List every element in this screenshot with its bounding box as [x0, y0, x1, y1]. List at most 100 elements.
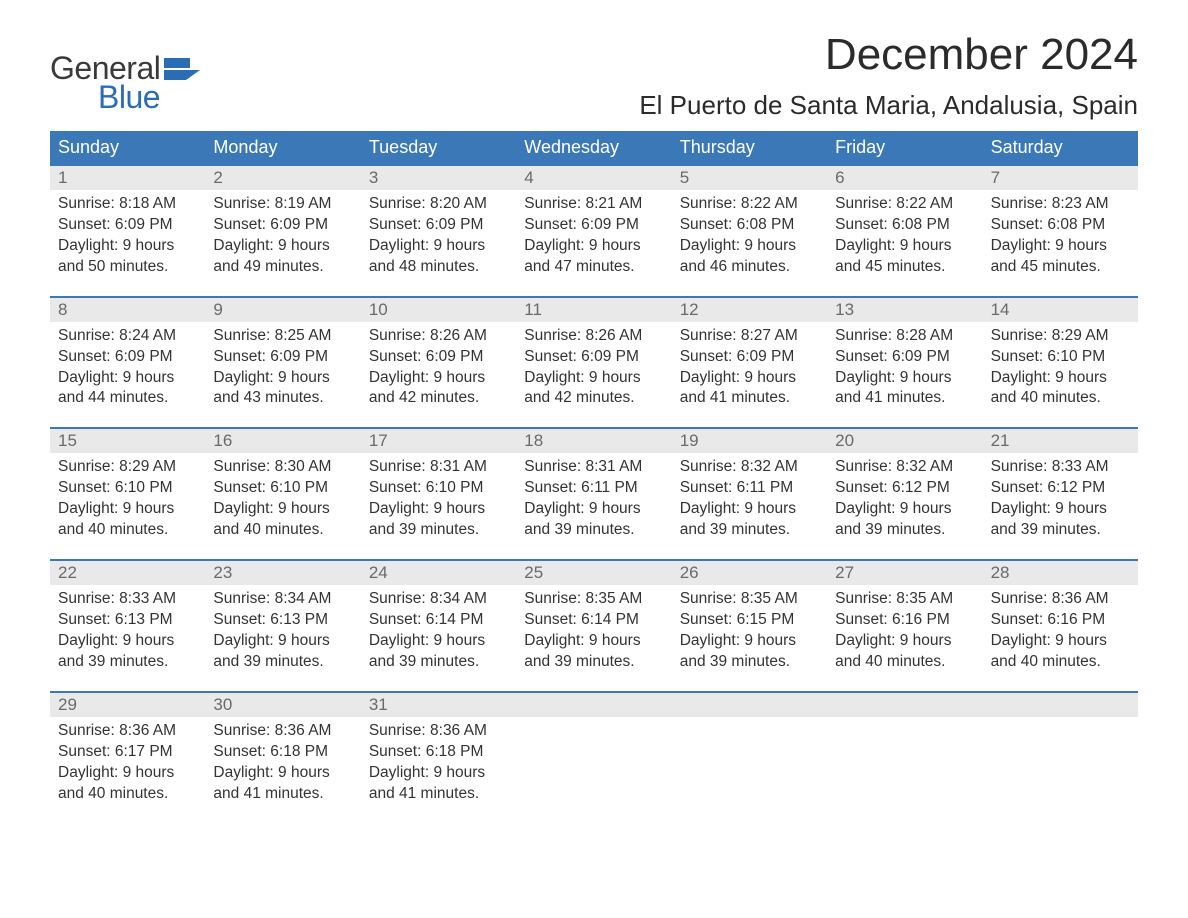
day-cell: 27Sunrise: 8:35 AMSunset: 6:16 PMDayligh…	[827, 561, 982, 673]
day-number-row: 24	[361, 561, 516, 585]
week-row: 8Sunrise: 8:24 AMSunset: 6:09 PMDaylight…	[50, 296, 1138, 410]
sunset-line: Sunset: 6:08 PM	[835, 215, 974, 236]
day-number: 16	[213, 431, 232, 450]
day-number-row: 10	[361, 298, 516, 322]
day-cell: .	[516, 693, 671, 805]
daylight-line2: and 41 minutes.	[369, 784, 508, 805]
day-cell: 20Sunrise: 8:32 AMSunset: 6:12 PMDayligh…	[827, 429, 982, 541]
day-cell: 15Sunrise: 8:29 AMSunset: 6:10 PMDayligh…	[50, 429, 205, 541]
day-content: Sunrise: 8:33 AMSunset: 6:13 PMDaylight:…	[50, 585, 205, 673]
week-row: 22Sunrise: 8:33 AMSunset: 6:13 PMDayligh…	[50, 559, 1138, 673]
day-content: Sunrise: 8:19 AMSunset: 6:09 PMDaylight:…	[205, 190, 360, 278]
calendar: Sunday Monday Tuesday Wednesday Thursday…	[50, 131, 1138, 804]
daylight-line2: and 42 minutes.	[524, 388, 663, 409]
day-number: 10	[369, 300, 388, 319]
day-number: 17	[369, 431, 388, 450]
day-cell: 17Sunrise: 8:31 AMSunset: 6:10 PMDayligh…	[361, 429, 516, 541]
sunset-line: Sunset: 6:09 PM	[213, 215, 352, 236]
day-number-row: 30	[205, 693, 360, 717]
sunrise-line: Sunrise: 8:31 AM	[369, 457, 508, 478]
day-cell: 2 Sunrise: 8:19 AMSunset: 6:09 PMDaylight…	[205, 166, 360, 278]
day-cell: 1Sunrise: 8:18 AMSunset: 6:09 PMDaylight…	[50, 166, 205, 278]
day-number: 29	[58, 695, 77, 714]
daylight-line2: and 39 minutes.	[58, 652, 197, 673]
day-number: 2	[213, 168, 222, 187]
daylight-line2: and 41 minutes.	[835, 388, 974, 409]
sunrise-line: Sunrise: 8:30 AM	[213, 457, 352, 478]
sunrise-line: Sunrise: 8:36 AM	[991, 589, 1130, 610]
day-content: Sunrise: 8:21 AMSunset: 6:09 PMDaylight:…	[516, 190, 671, 278]
weekday-tuesday: Tuesday	[361, 131, 516, 164]
day-number-row: 15	[50, 429, 205, 453]
sunrise-line: Sunrise: 8:28 AM	[835, 326, 974, 347]
sunrise-line: Sunrise: 8:24 AM	[58, 326, 197, 347]
daylight-line2: and 40 minutes.	[991, 388, 1130, 409]
day-cell: .	[672, 693, 827, 805]
day-number-row: 14	[983, 298, 1138, 322]
day-content: Sunrise: 8:18 AMSunset: 6:09 PMDaylight:…	[50, 190, 205, 278]
day-content: Sunrise: 8:27 AMSunset: 6:09 PMDaylight:…	[672, 322, 827, 410]
daylight-line1: Daylight: 9 hours	[213, 368, 352, 389]
sunrise-line: Sunrise: 8:32 AM	[835, 457, 974, 478]
day-number-row: 22	[50, 561, 205, 585]
day-cell: 5Sunrise: 8:22 AMSunset: 6:08 PMDaylight…	[672, 166, 827, 278]
day-number-row: 4	[516, 166, 671, 190]
day-cell: 28Sunrise: 8:36 AMSunset: 6:16 PMDayligh…	[983, 561, 1138, 673]
day-number-row: 21	[983, 429, 1138, 453]
sunrise-line: Sunrise: 8:35 AM	[680, 589, 819, 610]
daylight-line2: and 40 minutes.	[835, 652, 974, 673]
day-cell: 14Sunrise: 8:29 AMSunset: 6:10 PMDayligh…	[983, 298, 1138, 410]
day-cell: 12Sunrise: 8:27 AMSunset: 6:09 PMDayligh…	[672, 298, 827, 410]
day-cell: 8Sunrise: 8:24 AMSunset: 6:09 PMDaylight…	[50, 298, 205, 410]
day-number-row: 5	[672, 166, 827, 190]
sunrise-line: Sunrise: 8:18 AM	[58, 194, 197, 215]
day-content: Sunrise: 8:32 AMSunset: 6:11 PMDaylight:…	[672, 453, 827, 541]
day-content: Sunrise: 8:26 AMSunset: 6:09 PMDaylight:…	[516, 322, 671, 410]
day-content: Sunrise: 8:25 AMSunset: 6:09 PMDaylight:…	[205, 322, 360, 410]
day-number-row: 23	[205, 561, 360, 585]
day-number: 26	[680, 563, 699, 582]
day-cell: 9 Sunrise: 8:25 AMSunset: 6:09 PMDaylight…	[205, 298, 360, 410]
weekday-monday: Monday	[205, 131, 360, 164]
sunrise-line: Sunrise: 8:26 AM	[524, 326, 663, 347]
weekday-sunday: Sunday	[50, 131, 205, 164]
title-block: December 2024 El Puerto de Santa Maria, …	[639, 30, 1138, 121]
daylight-line2: and 39 minutes.	[680, 652, 819, 673]
daylight-line2: and 39 minutes.	[213, 652, 352, 673]
sunset-line: Sunset: 6:10 PM	[369, 478, 508, 499]
daylight-line2: and 39 minutes.	[835, 520, 974, 541]
day-content: Sunrise: 8:20 AMSunset: 6:09 PMDaylight:…	[361, 190, 516, 278]
day-cell: 4Sunrise: 8:21 AMSunset: 6:09 PMDaylight…	[516, 166, 671, 278]
day-number-row: 3	[361, 166, 516, 190]
daylight-line2: and 40 minutes.	[991, 652, 1130, 673]
day-number-row: 1	[50, 166, 205, 190]
day-number: 9	[213, 300, 222, 319]
day-content: Sunrise: 8:35 AMSunset: 6:14 PMDaylight:…	[516, 585, 671, 673]
logo: General Blue	[50, 50, 200, 116]
daylight-line1: Daylight: 9 hours	[524, 236, 663, 257]
sunrise-line: Sunrise: 8:32 AM	[680, 457, 819, 478]
day-number: 23	[213, 563, 232, 582]
daylight-line1: Daylight: 9 hours	[369, 763, 508, 784]
day-number-row: .	[827, 693, 982, 717]
sunrise-line: Sunrise: 8:26 AM	[369, 326, 508, 347]
week-row: 1Sunrise: 8:18 AMSunset: 6:09 PMDaylight…	[50, 164, 1138, 278]
sunrise-line: Sunrise: 8:33 AM	[58, 589, 197, 610]
day-cell: 10Sunrise: 8:26 AMSunset: 6:09 PMDayligh…	[361, 298, 516, 410]
sunset-line: Sunset: 6:09 PM	[524, 347, 663, 368]
day-content: Sunrise: 8:35 AMSunset: 6:16 PMDaylight:…	[827, 585, 982, 673]
day-cell: 31Sunrise: 8:36 AMSunset: 6:18 PMDayligh…	[361, 693, 516, 805]
day-number: 21	[991, 431, 1010, 450]
day-content: Sunrise: 8:36 AMSunset: 6:16 PMDaylight:…	[983, 585, 1138, 673]
logo-word2: Blue	[98, 79, 160, 116]
daylight-line1: Daylight: 9 hours	[991, 499, 1130, 520]
day-number-row: 25	[516, 561, 671, 585]
sunset-line: Sunset: 6:18 PM	[369, 742, 508, 763]
daylight-line1: Daylight: 9 hours	[58, 499, 197, 520]
daylight-line1: Daylight: 9 hours	[369, 236, 508, 257]
daylight-line2: and 43 minutes.	[213, 388, 352, 409]
sunrise-line: Sunrise: 8:22 AM	[680, 194, 819, 215]
weekday-friday: Friday	[827, 131, 982, 164]
sunset-line: Sunset: 6:17 PM	[58, 742, 197, 763]
daylight-line2: and 46 minutes.	[680, 257, 819, 278]
